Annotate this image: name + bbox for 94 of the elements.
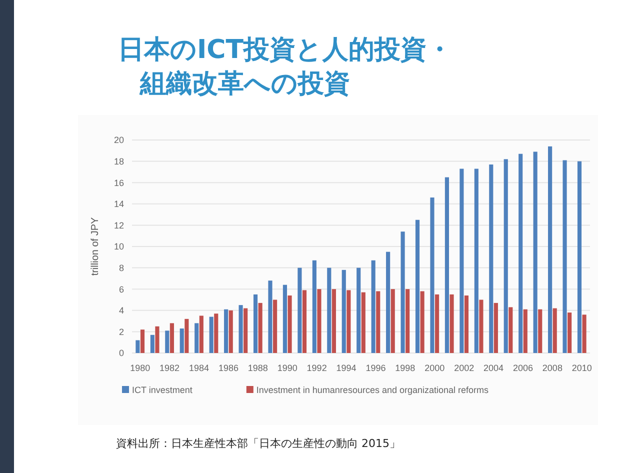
bar <box>312 260 316 353</box>
bar <box>361 292 366 353</box>
bar <box>444 177 449 353</box>
bar <box>504 159 508 353</box>
bar <box>508 307 513 353</box>
bar <box>479 300 484 353</box>
x-tick-label: 1996 <box>366 363 386 373</box>
bar <box>288 295 292 353</box>
y-tick-label: 14 <box>114 199 124 210</box>
bar <box>258 302 262 353</box>
bar <box>238 305 243 353</box>
bar <box>327 268 332 353</box>
x-tick-label: 1980 <box>130 363 150 373</box>
x-tick-label: 2004 <box>484 363 504 373</box>
y-tick-label: 2 <box>118 326 124 337</box>
bar <box>136 340 140 353</box>
y-tick-label: 6 <box>118 284 124 294</box>
x-tick-label: 2010 <box>572 363 592 373</box>
bar <box>538 309 542 353</box>
bar <box>400 232 405 353</box>
bar <box>420 291 424 353</box>
bar <box>518 154 523 353</box>
bar <box>228 310 233 353</box>
bar <box>415 220 420 353</box>
bar <box>552 308 557 353</box>
bar <box>140 330 145 353</box>
y-tick-label: 10 <box>114 242 124 252</box>
x-tick-label: 1992 <box>306 363 327 373</box>
bar <box>184 318 189 353</box>
bar <box>273 300 278 353</box>
bar <box>209 316 214 353</box>
bar <box>298 268 302 353</box>
y-tick-label: 20 <box>114 135 124 146</box>
bar <box>170 323 174 353</box>
bar <box>199 316 204 353</box>
bar <box>406 289 410 353</box>
bar <box>194 323 199 353</box>
legend-label: Investment in humanresources and organizational reforms <box>256 385 490 395</box>
chart-title: 日本のICT投資と人的投資・組織改革への投資 <box>118 35 452 99</box>
bar <box>268 280 272 353</box>
y-axis-title: trillion of JPY <box>90 216 101 276</box>
bar <box>533 152 538 353</box>
x-tick-label: 1998 <box>395 363 416 373</box>
bar <box>582 314 586 353</box>
bar <box>371 260 376 353</box>
x-tick-label: 1990 <box>277 363 298 373</box>
x-tick-label: 2000 <box>424 363 445 373</box>
x-tick-label: 1988 <box>248 363 268 373</box>
y-tick-label: 18 <box>114 156 124 166</box>
y-tick-label: 12 <box>114 220 124 230</box>
text: 資料出所：日本生産性本部「日本の生産性の動向 2015」 <box>116 437 400 450</box>
bar <box>464 295 469 353</box>
x-tick-label: 1984 <box>188 363 210 373</box>
bar <box>346 290 351 353</box>
bar <box>342 270 346 353</box>
x-tick-label: 2002 <box>454 363 474 373</box>
bar <box>214 314 218 353</box>
bar <box>253 294 258 353</box>
x-tick-label: 2008 <box>542 363 562 373</box>
bar <box>386 252 390 353</box>
legend-label: ICT investment <box>132 385 193 395</box>
y-tick-label: 16 <box>114 178 124 188</box>
bar <box>568 312 572 353</box>
bar <box>390 289 395 353</box>
x-tick-label: 2006 <box>512 363 534 373</box>
bar <box>489 164 494 353</box>
bar <box>180 328 184 353</box>
y-tick-label: 8 <box>118 262 124 273</box>
bar <box>224 309 228 353</box>
y-tick-label: 0 <box>118 348 124 358</box>
bar <box>165 330 170 353</box>
bar <box>155 326 160 353</box>
bar <box>244 308 248 353</box>
bar <box>450 294 454 353</box>
bar <box>282 284 288 353</box>
bar <box>302 290 307 353</box>
bar <box>523 309 528 353</box>
x-tick-label: 1994 <box>336 363 356 373</box>
bar <box>548 146 552 353</box>
x-tick-label: 1986 <box>218 363 238 373</box>
bar <box>562 160 567 353</box>
bar <box>430 198 434 353</box>
bar <box>577 161 582 353</box>
bar <box>150 334 154 353</box>
bar <box>494 302 498 353</box>
bar <box>356 268 361 353</box>
bar <box>317 289 322 353</box>
bar <box>332 289 336 353</box>
bar <box>376 291 380 353</box>
y-tick-label: 4 <box>118 306 124 316</box>
x-tick-label: 1982 <box>160 363 180 373</box>
bar <box>434 294 440 353</box>
bar <box>474 168 478 353</box>
bar <box>460 168 464 353</box>
